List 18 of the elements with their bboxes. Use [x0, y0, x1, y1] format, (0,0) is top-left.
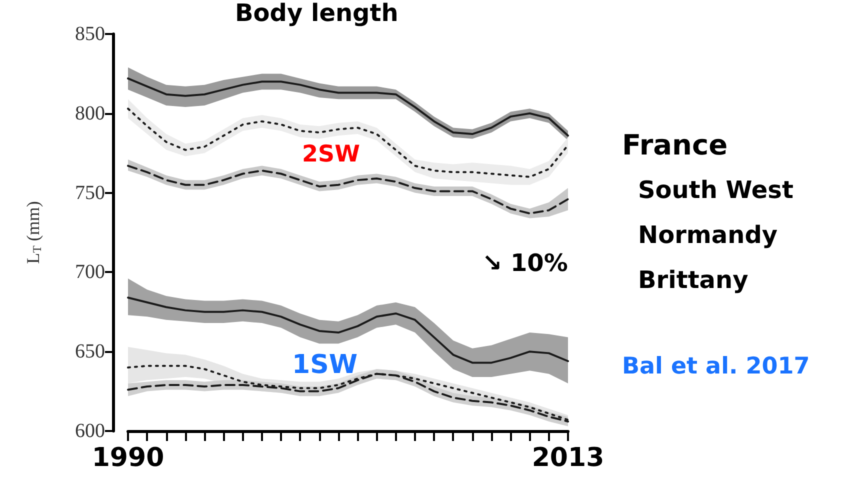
- text: France: [622, 128, 728, 162]
- y-tick-label: 600: [75, 420, 105, 442]
- text: Normandy: [638, 221, 778, 249]
- chart-title: Body length: [235, 0, 398, 27]
- text: Brittany: [638, 266, 749, 294]
- y-axis-title: LT (mm): [23, 201, 44, 264]
- x-tick-label: 1990: [92, 443, 164, 473]
- y-tick-label: 850: [75, 23, 105, 45]
- text: Bal et al. 2017: [622, 354, 810, 380]
- annotation: 1SW: [292, 350, 358, 380]
- annotation: 2SW: [302, 142, 360, 168]
- annotation: ↘ 10%: [482, 249, 568, 277]
- y-tick-label: 650: [75, 340, 105, 363]
- x-tick-label: 2013: [532, 443, 604, 473]
- y-tick-label: 800: [75, 102, 105, 124]
- y-tick-label: 700: [75, 261, 105, 284]
- text: South West: [638, 176, 794, 204]
- y-tick-label: 750: [75, 182, 105, 204]
